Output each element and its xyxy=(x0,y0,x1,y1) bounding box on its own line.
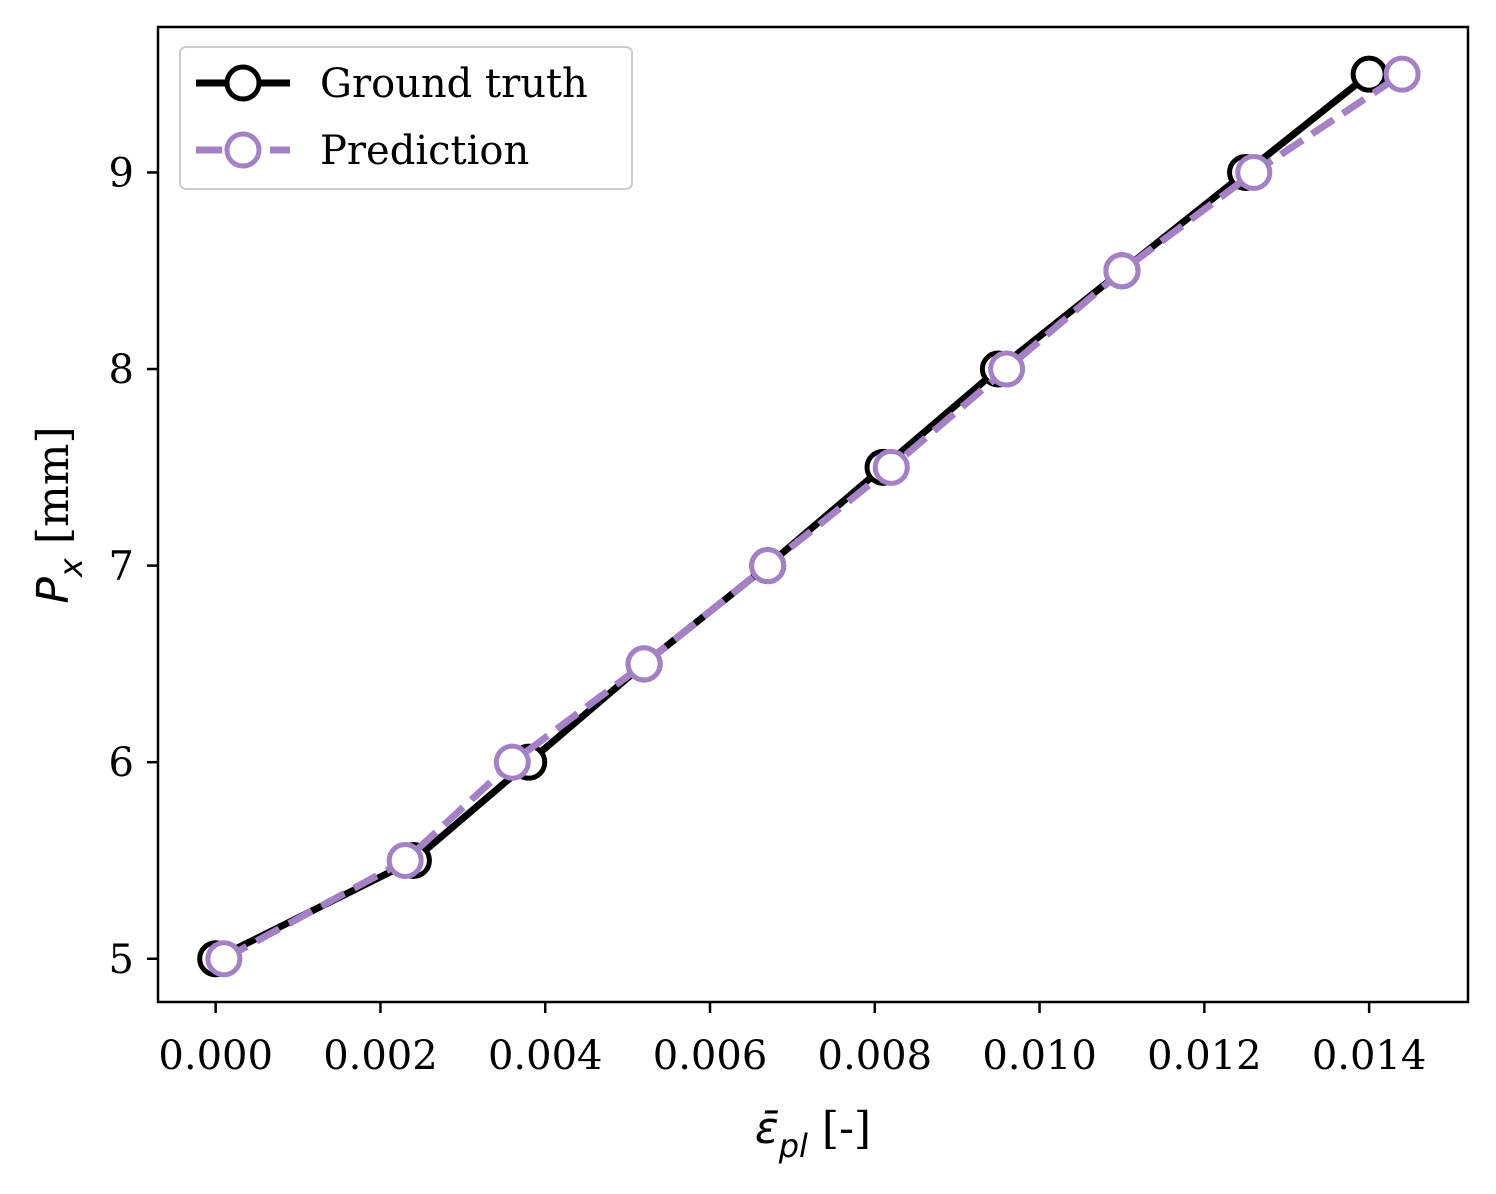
y-tick-label: 8 xyxy=(109,347,134,393)
data-point-prediction xyxy=(493,743,531,781)
data-point-prediction xyxy=(1103,252,1141,290)
y-axis-label-unit: [mm] xyxy=(28,426,79,558)
legend-item-ground-truth: Ground truth xyxy=(196,61,588,107)
series-prediction xyxy=(205,55,1421,978)
x-axis-ticks: 0.000 0.002 0.004 0.006 0.008 0.010 0.012 0.014 xyxy=(158,1002,1426,1079)
legend-marker-prediction xyxy=(224,131,262,169)
y-axis-label: Px [mm] xyxy=(28,426,90,603)
x-axis-label-subscript: pl xyxy=(778,1127,808,1165)
x-tick-label: 0.008 xyxy=(818,1033,933,1079)
legend: Ground truth Prediction xyxy=(179,46,633,190)
y-tick-label: 5 xyxy=(109,937,134,983)
data-point-prediction xyxy=(205,940,243,978)
series-layer xyxy=(197,55,1421,978)
data-point-prediction xyxy=(625,645,663,683)
x-axis-label: ε̄pl [-] xyxy=(755,1103,871,1165)
series-line-prediction xyxy=(222,71,1405,962)
data-point-prediction xyxy=(988,350,1026,388)
x-tick-label: 0.002 xyxy=(323,1033,438,1079)
y-axis-label-symbol: P xyxy=(28,577,79,604)
data-point-prediction xyxy=(1235,153,1273,191)
x-tick-label: 0.006 xyxy=(653,1033,768,1079)
legend-item-prediction: Prediction xyxy=(196,128,529,174)
y-tick-label: 6 xyxy=(109,740,134,786)
y-tick-label: 9 xyxy=(109,150,134,196)
x-axis-label-unit: [-] xyxy=(808,1103,871,1154)
y-axis-label-subscript: x xyxy=(52,557,90,578)
y-axis-ticks: 5 6 7 8 9 xyxy=(109,150,158,983)
legend-box xyxy=(179,46,633,190)
legend-label-ground-truth: Ground truth xyxy=(320,61,588,107)
x-tick-label: 0.004 xyxy=(488,1033,603,1079)
x-axis-label-symbol: ε̄ xyxy=(755,1103,779,1154)
x-tick-label: 0.010 xyxy=(982,1033,1097,1079)
legend-marker-ground-truth xyxy=(224,64,262,102)
data-point-prediction xyxy=(386,841,424,879)
x-tick-label: 0.014 xyxy=(1312,1033,1427,1079)
legend-label-prediction: Prediction xyxy=(320,128,529,174)
y-tick-label: 7 xyxy=(109,544,134,590)
x-tick-label: 0.012 xyxy=(1147,1033,1262,1079)
data-point-prediction xyxy=(749,547,787,585)
x-tick-label: 0.000 xyxy=(158,1033,273,1079)
data-point-prediction xyxy=(872,448,910,486)
data-point-prediction xyxy=(1383,55,1421,93)
